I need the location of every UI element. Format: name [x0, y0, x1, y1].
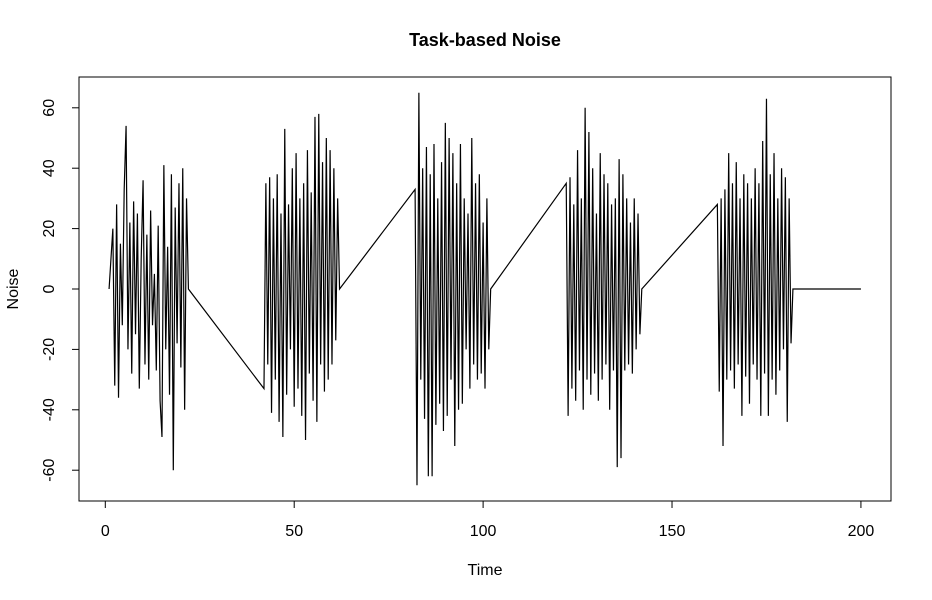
- y-axis-label: Noise: [5, 268, 22, 309]
- x-tick-label: 150: [659, 523, 686, 540]
- x-tick-label: 200: [848, 523, 875, 540]
- y-tick-label: 40: [41, 159, 58, 177]
- x-tick-label: 50: [285, 523, 303, 540]
- y-tick-label: 0: [41, 284, 58, 293]
- data-line: [108, 92, 861, 486]
- y-tick-label: 60: [41, 99, 58, 117]
- x-tick-label: 0: [101, 523, 110, 540]
- x-axis-label: Time: [468, 562, 503, 579]
- y-tick-label: 20: [41, 220, 58, 238]
- y-tick-label: -20: [41, 338, 58, 361]
- chart-title: Task-based Noise: [409, 30, 561, 50]
- y-tick-label: -60: [41, 459, 58, 482]
- x-tick-label: 100: [470, 523, 497, 540]
- y-tick-label: -40: [41, 398, 58, 421]
